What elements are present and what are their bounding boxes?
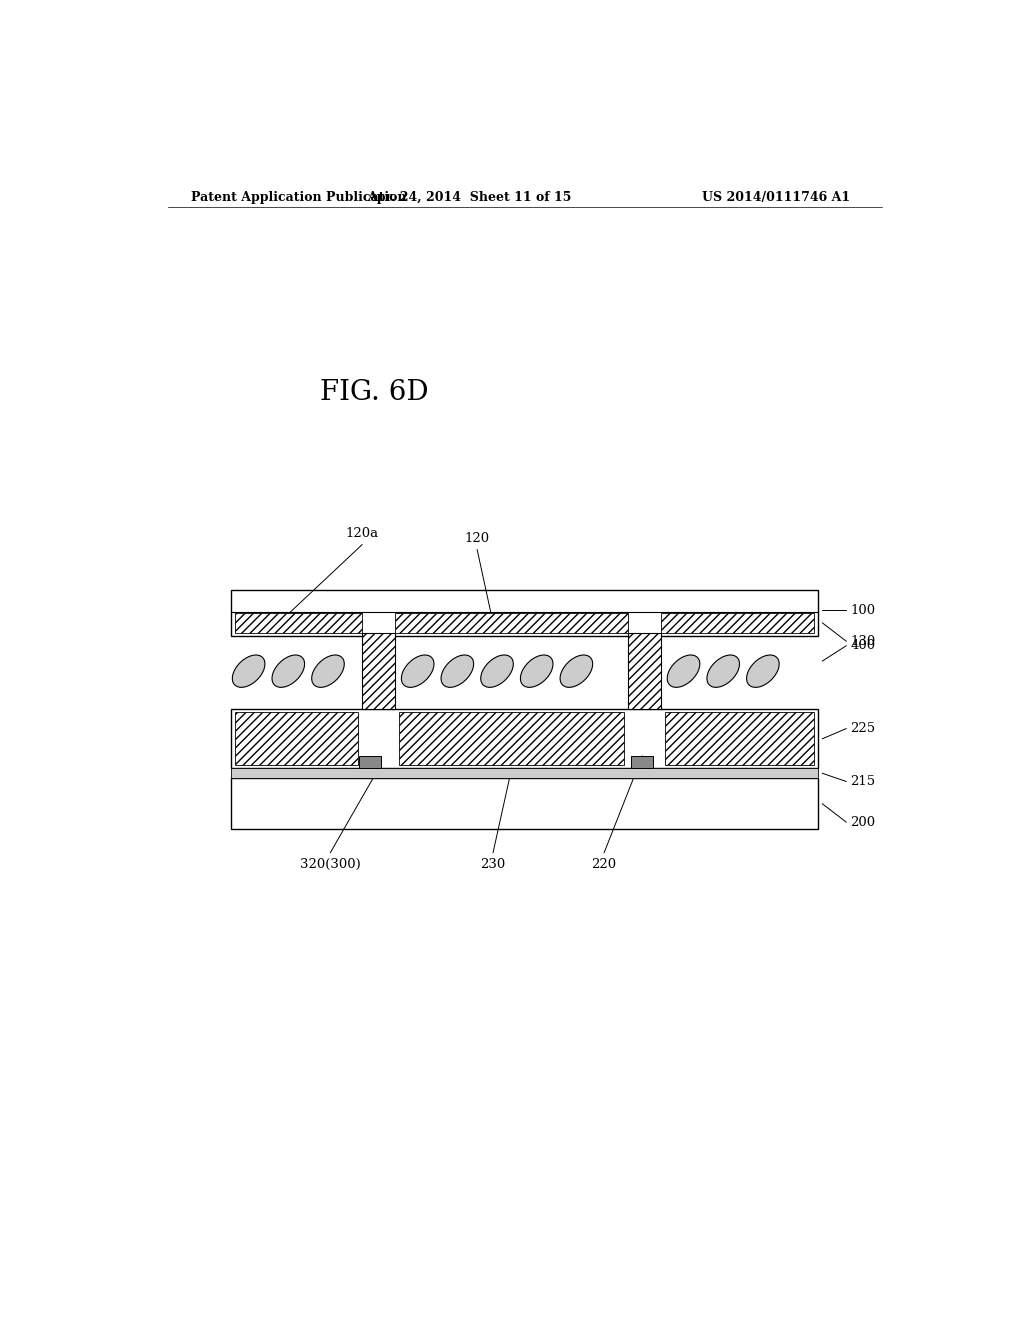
Text: 120a: 120a — [345, 527, 379, 540]
Bar — [362, 634, 395, 709]
Ellipse shape — [311, 655, 344, 688]
Bar — [628, 634, 662, 709]
Text: 200: 200 — [850, 816, 876, 829]
Ellipse shape — [707, 655, 739, 688]
Bar — [231, 590, 818, 636]
Text: 230: 230 — [480, 858, 506, 871]
Text: 320(300): 320(300) — [300, 858, 360, 871]
Bar — [359, 756, 381, 768]
Text: 120: 120 — [465, 532, 489, 545]
Bar — [399, 713, 624, 766]
Text: 130: 130 — [850, 635, 876, 648]
Ellipse shape — [480, 655, 513, 688]
Text: US 2014/0111746 A1: US 2014/0111746 A1 — [702, 190, 850, 203]
Bar — [231, 779, 818, 829]
Text: 215: 215 — [850, 775, 876, 788]
Ellipse shape — [520, 655, 553, 688]
Text: 400: 400 — [850, 639, 876, 652]
Ellipse shape — [441, 655, 474, 688]
Ellipse shape — [746, 655, 779, 688]
Ellipse shape — [272, 655, 304, 688]
Text: Patent Application Publication: Patent Application Publication — [191, 190, 407, 203]
Ellipse shape — [560, 655, 593, 688]
Bar — [631, 756, 653, 768]
Text: 100: 100 — [850, 603, 876, 616]
Text: 220: 220 — [592, 858, 616, 871]
Ellipse shape — [401, 655, 434, 688]
Text: 225: 225 — [850, 722, 876, 735]
Text: FIG. 6D: FIG. 6D — [319, 379, 428, 405]
Ellipse shape — [232, 655, 265, 688]
Bar — [666, 713, 814, 766]
Text: Apr. 24, 2014  Sheet 11 of 15: Apr. 24, 2014 Sheet 11 of 15 — [367, 190, 571, 203]
Bar — [236, 612, 362, 634]
Bar — [236, 713, 358, 766]
Ellipse shape — [668, 655, 699, 688]
Bar — [662, 612, 814, 634]
Bar — [231, 768, 818, 779]
Bar — [395, 612, 628, 634]
Bar — [231, 709, 818, 768]
